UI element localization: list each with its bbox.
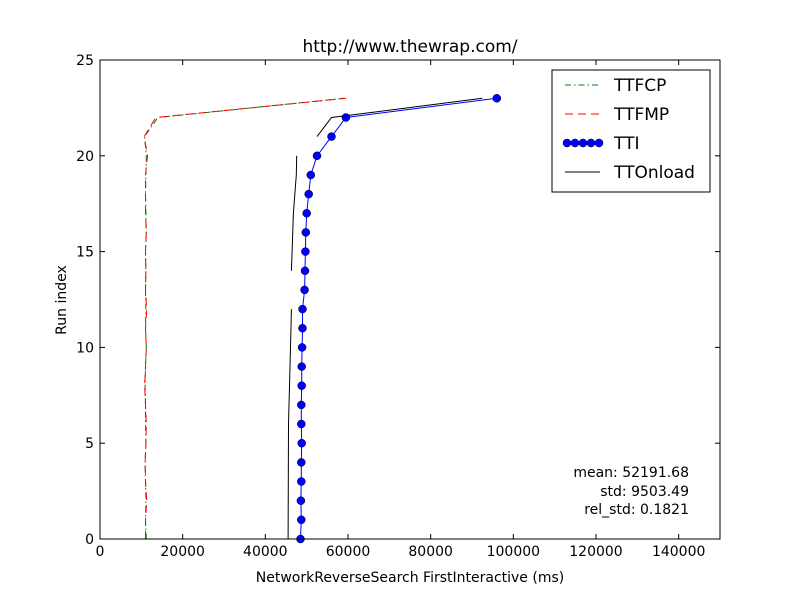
data-point	[297, 381, 306, 390]
x-tick-label: 140000	[652, 544, 705, 560]
legend-label: TTFMP	[613, 105, 669, 125]
data-point	[297, 477, 306, 486]
y-tick-label: 20	[76, 149, 94, 165]
data-point	[296, 496, 306, 505]
legend-marker	[594, 138, 604, 148]
legend-item: TTFCP	[565, 76, 666, 96]
y-tick-label: 0	[85, 532, 94, 548]
y-axis-label: Run index	[54, 265, 70, 335]
stats-annotation: mean: 52191.68 std: 9503.49 rel_std: 0.1…	[573, 465, 689, 518]
stats-std: std: 9503.49	[600, 484, 689, 500]
data-point	[300, 285, 309, 295]
legend-item: TTFMP	[565, 105, 669, 125]
data-point	[300, 266, 310, 276]
series-ttfmp	[143, 97, 346, 539]
chart-title: http://www.thewrap.com/	[302, 37, 517, 57]
series-line	[316, 97, 483, 137]
x-tick-label: 100000	[487, 544, 540, 560]
legend-label: TTOnload	[613, 163, 695, 183]
data-point	[302, 209, 311, 218]
data-point	[297, 419, 306, 429]
data-point	[298, 323, 307, 333]
legend-label: TTFCP	[613, 76, 666, 96]
data-point	[312, 151, 322, 161]
data-point	[297, 438, 306, 448]
x-tick-label: 20000	[160, 544, 205, 560]
legend-marker	[570, 138, 580, 148]
data-point	[341, 113, 351, 122]
y-tick-label: 25	[76, 53, 94, 69]
legend-marker	[578, 138, 588, 148]
legend-label: TTI	[613, 134, 639, 154]
data-point	[297, 362, 306, 371]
data-point	[297, 343, 307, 352]
y-tick-label: 10	[76, 340, 94, 356]
x-axis-label: NetworkReverseSearch FirstInteractive (m…	[256, 570, 564, 586]
series-line	[287, 309, 292, 540]
data-point	[301, 247, 310, 256]
legend-marker	[562, 138, 572, 148]
series-layer	[143, 94, 502, 544]
axes-frame	[99, 59, 721, 540]
series-line	[290, 155, 298, 271]
legend: TTFCP TTFMP TTI TTOnload	[551, 69, 711, 193]
series-tti	[296, 94, 502, 544]
x-tick-label: 60000	[326, 544, 371, 560]
y-tick-label: 5	[85, 436, 94, 452]
x-tick-label: 40000	[243, 544, 288, 560]
data-point	[327, 132, 336, 141]
series-ttonload	[287, 97, 483, 540]
x-tick-label: 0	[96, 544, 105, 560]
data-point	[297, 515, 306, 525]
series-line	[143, 97, 346, 539]
stats-rel-std: rel_std: 0.1821	[584, 502, 689, 518]
x-tick-label: 120000	[569, 544, 622, 560]
data-point	[306, 170, 316, 180]
legend-item: TTI	[562, 134, 639, 154]
data-point	[304, 189, 313, 199]
data-point	[297, 400, 306, 410]
data-point	[492, 94, 502, 103]
data-point	[298, 304, 307, 314]
legend-item: TTOnload	[565, 163, 695, 183]
x-tick-label: 80000	[408, 544, 453, 560]
data-point	[297, 458, 306, 467]
legend-marker	[586, 138, 596, 148]
data-point	[301, 228, 311, 237]
ticks-layer: 0 20000 40000 60000 80000 100000 120000 140000 0…	[76, 53, 720, 560]
stats-mean: mean: 52191.68	[573, 465, 689, 481]
y-tick-label: 15	[76, 245, 94, 261]
